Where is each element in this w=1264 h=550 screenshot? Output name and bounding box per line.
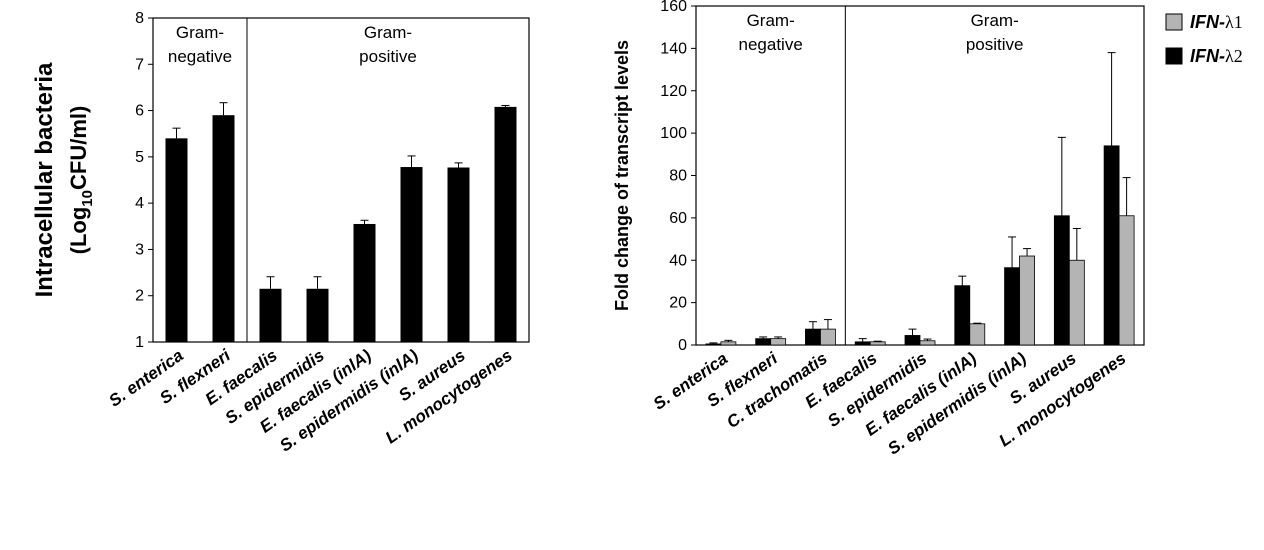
legend-swatch [1165, 13, 1183, 31]
bar [353, 223, 376, 342]
plot-frame [152, 17, 530, 343]
bar-ifn-lambda2 [1053, 215, 1070, 346]
y-axis-label-subscript: 10 [79, 190, 96, 207]
bar [447, 167, 470, 342]
legend-label-prefix: IFN- [1190, 12, 1225, 32]
y-tick-label: 20 [669, 295, 687, 312]
bar [259, 288, 282, 342]
bar-ifn-lambda2 [954, 285, 971, 346]
legend-label-suffix: λ1 [1225, 12, 1243, 32]
y-axis-label-prefix: (Log [66, 207, 91, 255]
y-tick-label: 40 [669, 252, 687, 269]
y-tick-label: 160 [660, 0, 687, 15]
bar [306, 288, 329, 342]
y-axis-label: Fold change of transcript levels [612, 40, 632, 311]
y-tick-label: 5 [135, 149, 144, 166]
legend-label: IFN-λ2 [1190, 46, 1243, 66]
y-tick-label: 4 [135, 195, 144, 212]
bar-ifn-lambda2 [1103, 145, 1120, 346]
y-axis-label-line1: Intracellular bacteria [31, 62, 58, 297]
bar-ifn-lambda1 [969, 323, 986, 346]
bar-ifn-lambda2 [854, 341, 871, 346]
region-label-line1: Gram- [364, 23, 412, 42]
y-tick-label: 8 [135, 10, 144, 27]
y-tick-label: 0 [678, 337, 687, 354]
bar-ifn-lambda2 [755, 338, 772, 346]
y-tick-label: 60 [669, 210, 687, 227]
bar-ifn-lambda1 [869, 341, 886, 346]
bar [212, 115, 235, 342]
bar-ifn-lambda2 [705, 343, 722, 346]
bar-ifn-lambda1 [720, 341, 737, 346]
region-label-line1: Gram- [971, 11, 1019, 30]
bar-ifn-lambda1 [770, 338, 787, 346]
bar-ifn-lambda2 [1004, 267, 1020, 346]
bar [494, 106, 517, 343]
y-axis-label-suffix: CFU/ml) [66, 106, 91, 190]
bar [165, 138, 188, 342]
region-label-line1: Gram- [747, 11, 795, 30]
legend-label: IFN-λ1 [1190, 12, 1243, 32]
bar-ifn-lambda1 [1118, 215, 1135, 346]
region-label-line2: positive [359, 47, 417, 66]
y-tick-label: 120 [660, 83, 687, 100]
chart-fold-change: 0 20 40 60 80 100 120 140 160 Gram-negative Gram-p… [612, 0, 1145, 459]
y-tick-label: 6 [135, 103, 144, 120]
bar-ifn-lambda2 [805, 328, 821, 346]
bar-ifn-lambda1 [1019, 255, 1035, 346]
region-label-line2: negative [168, 47, 232, 66]
legend-label-prefix: IFN- [1190, 46, 1225, 66]
bar-ifn-lambda2 [904, 335, 921, 346]
bar-ifn-lambda1 [1068, 259, 1085, 346]
y-tick-label: 80 [669, 168, 687, 185]
bar-ifn-lambda1 [919, 340, 936, 346]
region-label-line2: positive [966, 35, 1024, 54]
y-tick-label: 140 [660, 40, 687, 57]
region-label-line2: negative [739, 35, 803, 54]
y-tick-label: 1 [135, 334, 144, 351]
y-axis-label-line2: (Log10CFU/ml) [66, 106, 96, 255]
legend-swatch [1165, 47, 1183, 65]
y-tick-label: 3 [135, 241, 144, 258]
bar [400, 167, 423, 342]
y-tick-label: 100 [660, 125, 687, 142]
y-tick-label: 2 [135, 288, 144, 305]
legend-label-suffix: λ2 [1225, 46, 1243, 66]
y-tick-label: 7 [135, 56, 144, 73]
bar-ifn-lambda1 [820, 328, 836, 346]
region-label-line1: Gram- [176, 23, 224, 42]
